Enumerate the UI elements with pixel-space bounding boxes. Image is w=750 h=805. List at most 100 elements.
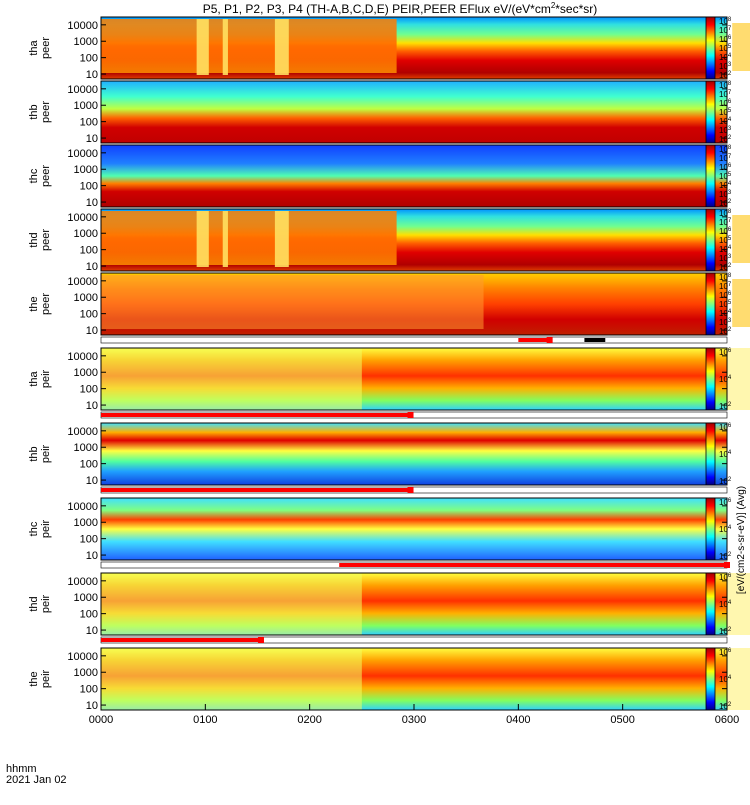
colorbar-tick-base: 10 <box>719 498 728 507</box>
y-tick-label: 1000 <box>74 367 98 379</box>
time-axis-label: hhmm <box>6 763 37 775</box>
colorbar-tick-base: 10 <box>719 254 728 263</box>
panel-species-label: peer <box>40 293 52 315</box>
mode-bar-end-marker <box>257 637 264 643</box>
colorbar-tick-label: 104 <box>719 600 732 609</box>
panel-species-label: peer <box>40 101 52 123</box>
date-label: 2021 Jan 02 <box>6 774 67 786</box>
data-gap-stripe <box>222 19 228 75</box>
y-tick-label: 1000 <box>74 100 98 112</box>
colorbar-tick-label: 106 <box>719 348 732 357</box>
colorbar-tick-label: 102 <box>719 263 732 272</box>
y-tick-label: 100 <box>80 117 98 129</box>
panel-probe-label: the <box>28 296 40 311</box>
panel-probe-label: thc <box>28 521 40 536</box>
colorbar-tick-exp: 4 <box>728 525 732 531</box>
colorbar-tick-base: 10 <box>719 108 728 117</box>
y-tick-label: 10000 <box>67 276 98 288</box>
injection-feature <box>732 23 750 71</box>
mode-bar-red-segment <box>518 338 550 342</box>
panel-thd-peer: 10 100 1000 10000 thdpeer <box>28 208 750 273</box>
colorbar-tick-exp: 7 <box>728 282 732 288</box>
colorbar-tick-base: 10 <box>719 627 728 636</box>
colorbar-tick-label: 107 <box>719 282 732 291</box>
colorbar-tick-base: 10 <box>719 702 728 711</box>
colorbar-tick-exp: 3 <box>728 254 732 260</box>
colorbar-tick-exp: 2 <box>728 477 732 483</box>
injection-feature <box>727 348 750 410</box>
colorbar-tick-base: 10 <box>719 318 728 327</box>
colorbar-tick-base: 10 <box>719 291 728 300</box>
panel-thd-peir: 10 100 1000 10000 thdpeir <box>28 572 750 637</box>
colorbar-tick-label: 103 <box>719 126 732 135</box>
colorbar-rect <box>705 80 716 144</box>
x-tick-label: 0000 <box>89 714 113 726</box>
colorbar-tick-label: 104 <box>719 675 732 684</box>
spectrogram-thb-peir <box>101 423 727 485</box>
mode-bar-red-segment <box>101 638 261 642</box>
panel-frame <box>100 572 728 636</box>
colorbar-tick-base: 10 <box>719 263 728 272</box>
colorbar-tick-exp: 6 <box>728 648 732 654</box>
colorbar-tick-exp: 6 <box>728 35 732 41</box>
spectrogram-thc-peer <box>101 145 727 207</box>
y-tick-label: 10 <box>86 625 98 637</box>
colorbar-tick-label: 107 <box>719 154 732 163</box>
colorbar-tick-exp: 3 <box>728 62 732 68</box>
colorbar-tick-base: 10 <box>719 17 728 26</box>
colorbar-rect <box>705 647 716 711</box>
injection-feature <box>727 648 750 710</box>
x-tick-label: 0200 <box>297 714 321 726</box>
colorbar-tick-exp: 8 <box>728 273 732 279</box>
colorbar-tick-label: 108 <box>719 81 732 90</box>
panel-the-peer: 10 100 1000 10000 thepeer <box>28 272 750 337</box>
colorbar-tick-label: 102 <box>719 627 732 636</box>
colorbar-tick-label: 105 <box>719 44 732 53</box>
colorbar-tick-label: 102 <box>719 71 732 80</box>
panel-frame <box>100 272 728 336</box>
colorbar-tick-label: 102 <box>719 135 732 144</box>
colorbar-tick-base: 10 <box>719 126 728 135</box>
colorbar-tick-label: 106 <box>719 227 732 236</box>
x-tick-label: 0600 <box>715 714 739 726</box>
mode-bar-black-segment <box>584 338 606 342</box>
colorbar-tick-base: 10 <box>719 675 728 684</box>
colorbar-tick-exp: 7 <box>728 154 732 160</box>
colorbar-tick-exp: 3 <box>728 126 732 132</box>
panel-probe-label: the <box>28 671 40 686</box>
injection-feature <box>732 279 750 327</box>
colorbar-tick-exp: 2 <box>728 627 732 633</box>
panel-frame <box>100 347 728 411</box>
colorbar-tick-label: 102 <box>719 327 732 336</box>
colorbar-tick-exp: 2 <box>728 199 732 205</box>
colorbar-tick-exp: 7 <box>728 26 732 32</box>
colorbar-tick-label: 105 <box>719 236 732 245</box>
y-tick-label: 10000 <box>67 426 98 438</box>
colorbar-tick-exp: 2 <box>728 702 732 708</box>
panel-label: thapeer <box>28 37 52 59</box>
colorbar-tick-base: 10 <box>719 26 728 35</box>
colorbar-tick-base: 10 <box>719 327 728 336</box>
y-tick-label: 10000 <box>67 576 98 588</box>
colorbar-tick-label: 103 <box>719 318 732 327</box>
colorbar-tick-exp: 8 <box>728 17 732 23</box>
panel-species-label: peir <box>40 669 52 688</box>
early-low-flux <box>101 573 362 635</box>
colorbar-tick-base: 10 <box>719 35 728 44</box>
x-axis: 0000 0100 0200 0300 0400 0500 0600 <box>89 704 739 726</box>
colorbar-label: [eV/(cm2-s-sr-eV)] (Avg) <box>736 486 747 594</box>
colorbar-tick-label: 108 <box>719 145 732 154</box>
mode-bar <box>100 411 728 419</box>
colorbar-tick-exp: 2 <box>728 135 732 141</box>
panel-thc-peir: 10 100 1000 10000 thcpeir <box>28 497 728 562</box>
colorbar-tick-exp: 2 <box>728 327 732 333</box>
panel-label: thepeir <box>28 669 52 688</box>
colorbar-tick-exp: 6 <box>728 498 732 504</box>
colorbar-tick-label: 104 <box>719 245 732 254</box>
panel-thb-peir: 10 100 1000 10000 thbpeir <box>28 422 728 487</box>
colorbar-tick-label: 102 <box>719 552 732 561</box>
colorbar-tick-base: 10 <box>719 53 728 62</box>
panel-frame <box>100 144 728 208</box>
